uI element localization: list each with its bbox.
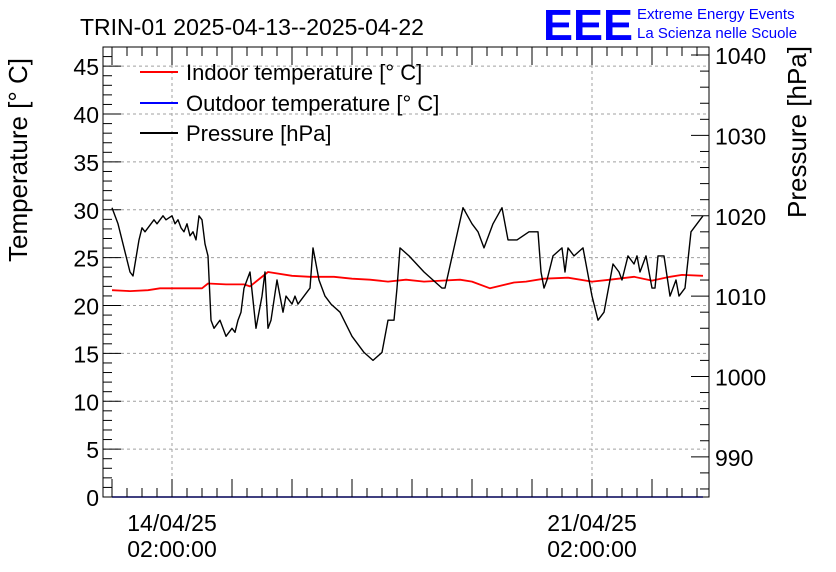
logo-line-2: La Scienza nelle Scuole [637, 25, 797, 42]
plot-frame [102, 46, 710, 498]
x-tick-date: 21/04/25 [547, 510, 637, 536]
eee-logo: EEE Extreme Energy Events La Scienza nel… [543, 1, 797, 50]
y-tick-label: 25 [73, 246, 99, 272]
logo-line-1: Extreme Energy Events [637, 6, 795, 23]
series-indoor-temperature [111, 271, 704, 293]
grid [103, 47, 709, 498]
y-tick-label: 40 [73, 102, 99, 128]
y2-axis-label: Pressure [hPa] [782, 46, 812, 218]
legend-label-pressure: Pressure [hPa] [186, 121, 332, 146]
y2-tick-label: 990 [715, 445, 753, 471]
tick-labels: 0 5 10 15 20 25 30 35 40 45 990 1000 1010 1020 1030 104… [73, 43, 766, 562]
y-tick-label: 30 [73, 198, 99, 224]
eee-logo-text: EEE [543, 1, 633, 50]
y-axis-label: Temperature [° C] [3, 58, 33, 262]
y-tick-label: 5 [86, 437, 99, 463]
legend-label-outdoor: Outdoor temperature [° C] [186, 91, 439, 116]
legend: Indoor temperature [° C] Outdoor tempera… [140, 60, 439, 146]
chart-title: TRIN-01 2025-04-13--2025-04-22 [80, 14, 424, 40]
y2-tick-label: 1010 [715, 284, 766, 310]
y-tick-label: 45 [73, 54, 99, 80]
y-tick-label: 35 [73, 150, 99, 176]
y2-tick-label: 1040 [715, 43, 766, 69]
x-tick-time: 02:00:00 [127, 536, 217, 562]
legend-label-indoor: Indoor temperature [° C] [186, 60, 422, 85]
series-group [111, 206, 704, 498]
y2-tick-label: 1000 [715, 364, 766, 390]
series-pressure [111, 206, 704, 362]
y2-tick-label: 1020 [715, 204, 766, 230]
y2-tick-label: 1030 [715, 123, 766, 149]
y-tick-label: 20 [73, 294, 99, 320]
y-tick-label: 0 [86, 485, 99, 511]
y-tick-label: 15 [73, 341, 99, 367]
axis-ticks [103, 46, 709, 498]
y-tick-label: 10 [73, 389, 99, 415]
x-tick-time: 02:00:00 [547, 536, 637, 562]
x-tick-date: 14/04/25 [127, 510, 217, 536]
